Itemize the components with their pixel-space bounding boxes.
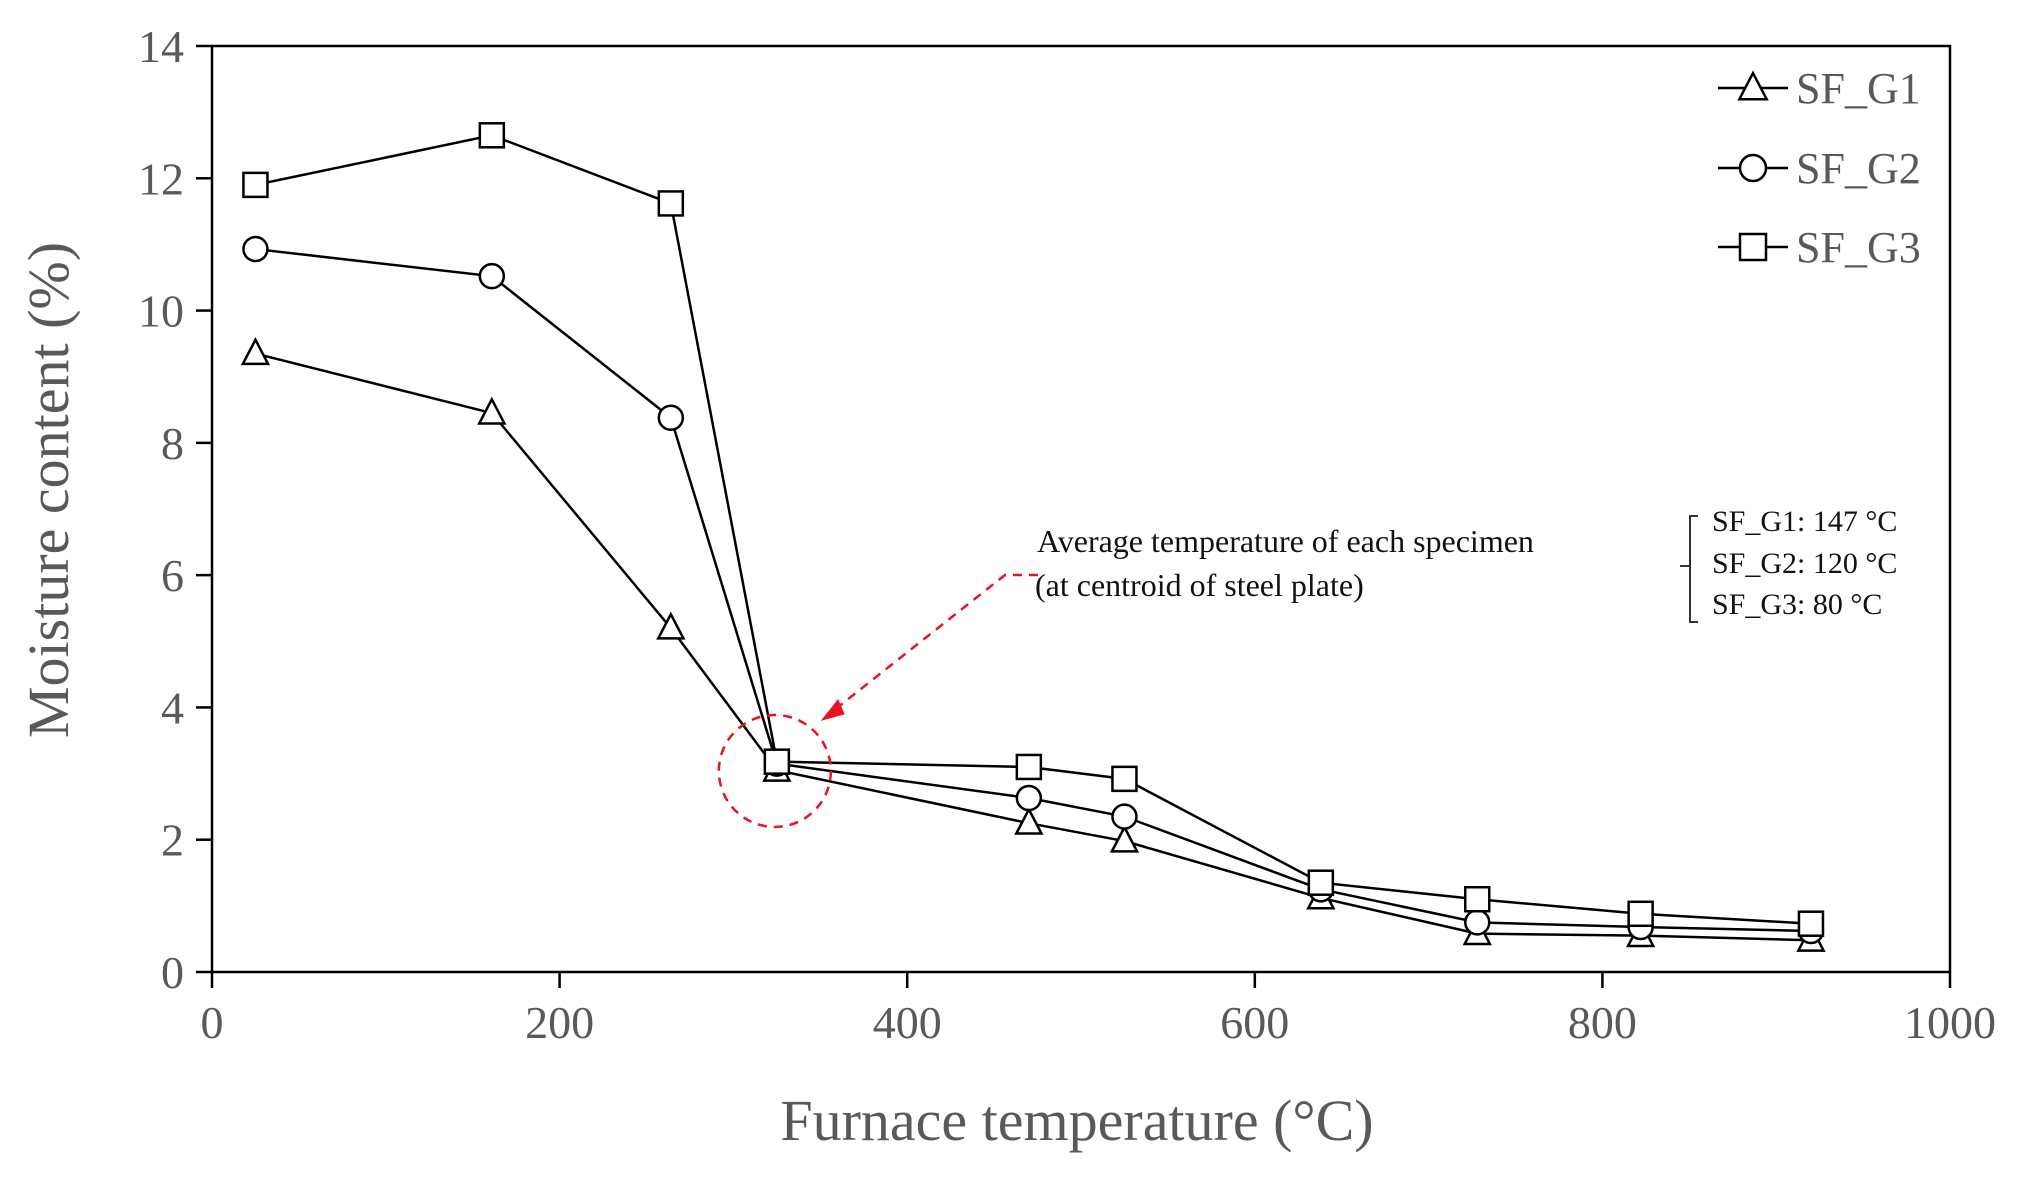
annotation-item-2: SF_G2: 120 °C bbox=[1712, 547, 1897, 580]
data-point-sf-g1 bbox=[1014, 806, 1044, 835]
data-point-sf-g2 bbox=[1464, 909, 1491, 936]
legend-label-sf-g2: SF_G2 bbox=[1796, 144, 1921, 193]
y-tick-label: 8 bbox=[161, 418, 184, 469]
annotation: Average temperature of each specimen (at… bbox=[717, 505, 1897, 829]
y-axis-title: Moisture content (%) bbox=[16, 242, 81, 738]
y-tick-label: 10 bbox=[138, 286, 184, 337]
plot-border bbox=[210, 44, 1952, 974]
annotation-item-3: SF_G3: 80 °C bbox=[1712, 588, 1882, 621]
data-point-sf-g3 bbox=[1307, 869, 1335, 896]
annotation-arrow-line bbox=[827, 573, 1038, 716]
data-point-sf-g2 bbox=[1015, 784, 1043, 812]
legend-item-sf-g2: SF_G2 bbox=[1718, 144, 1921, 193]
annotation-arrow-head bbox=[820, 699, 845, 721]
data-point-sf-g1 bbox=[656, 611, 686, 640]
data-point-sf-g2 bbox=[657, 404, 685, 431]
legend-item-sf-g3: SF_G3 bbox=[1718, 223, 1921, 272]
data-point-sf-g1 bbox=[477, 396, 507, 425]
data-point-sf-g1 bbox=[1109, 824, 1140, 853]
data-point-sf-g2 bbox=[478, 262, 506, 290]
series-line-sf-g3 bbox=[255, 133, 1812, 925]
legend-marker-sf-g3 bbox=[1738, 232, 1768, 262]
y-tick-label: 0 bbox=[161, 947, 184, 998]
series-line-sf-g2 bbox=[255, 247, 1811, 933]
legend: SF_G1 SF_G2 SF_G3 bbox=[1718, 64, 1921, 272]
x-tick-label: 200 bbox=[525, 997, 594, 1048]
data-point-sf-g3 bbox=[478, 122, 506, 149]
x-axis: 0 200 400 600 800 1000 bbox=[201, 972, 1996, 1048]
legend-marker-sf-g1 bbox=[1737, 70, 1769, 101]
x-tick-label: 0 bbox=[201, 997, 224, 1048]
y-tick-label: 4 bbox=[161, 682, 184, 733]
x-tick-label: 600 bbox=[1220, 997, 1289, 1048]
data-point-sf-g3 bbox=[1015, 753, 1043, 781]
legend-label-sf-g1: SF_G1 bbox=[1796, 64, 1921, 113]
highlight-circle bbox=[717, 713, 833, 829]
data-point-sf-g2 bbox=[242, 235, 269, 263]
data-point-sf-g3 bbox=[657, 190, 685, 217]
y-axis: 0 2 4 6 8 10 12 14 bbox=[138, 21, 212, 998]
y-tick-label: 6 bbox=[161, 550, 184, 601]
y-tick-label: 2 bbox=[161, 815, 184, 866]
annotation-bracket bbox=[1680, 515, 1698, 623]
series-layer bbox=[240, 122, 1826, 952]
annotation-line-1: Average temperature of each specimen bbox=[1037, 523, 1534, 559]
series-sf-g3 bbox=[242, 122, 1825, 937]
data-point-sf-g3 bbox=[1627, 900, 1654, 928]
x-axis-title: Furnace temperature (°C) bbox=[780, 1088, 1373, 1153]
legend-marker-sf-g2 bbox=[1738, 153, 1768, 183]
y-tick-label: 14 bbox=[138, 21, 184, 72]
data-point-sf-g3 bbox=[763, 748, 791, 775]
x-tick-label: 1000 bbox=[1904, 997, 1996, 1048]
data-point-sf-g3 bbox=[1464, 885, 1491, 913]
annotation-item-1: SF_G1: 147 °C bbox=[1712, 505, 1897, 538]
legend-item-sf-g1: SF_G1 bbox=[1718, 64, 1921, 113]
data-point-sf-g3 bbox=[1797, 910, 1825, 937]
annotation-line-2: (at centroid of steel plate) bbox=[1035, 567, 1364, 603]
plot-frame bbox=[210, 44, 1952, 974]
y-tick-label: 12 bbox=[138, 153, 184, 204]
data-point-sf-g2 bbox=[1111, 803, 1138, 830]
data-point-sf-g1 bbox=[240, 337, 271, 366]
legend-label-sf-g3: SF_G3 bbox=[1796, 223, 1921, 272]
x-tick-label: 800 bbox=[1568, 997, 1637, 1048]
data-point-sf-g3 bbox=[1111, 765, 1138, 793]
x-tick-label: 400 bbox=[873, 997, 942, 1048]
series-line-sf-g1 bbox=[255, 352, 1811, 942]
data-point-sf-g3 bbox=[242, 171, 269, 199]
